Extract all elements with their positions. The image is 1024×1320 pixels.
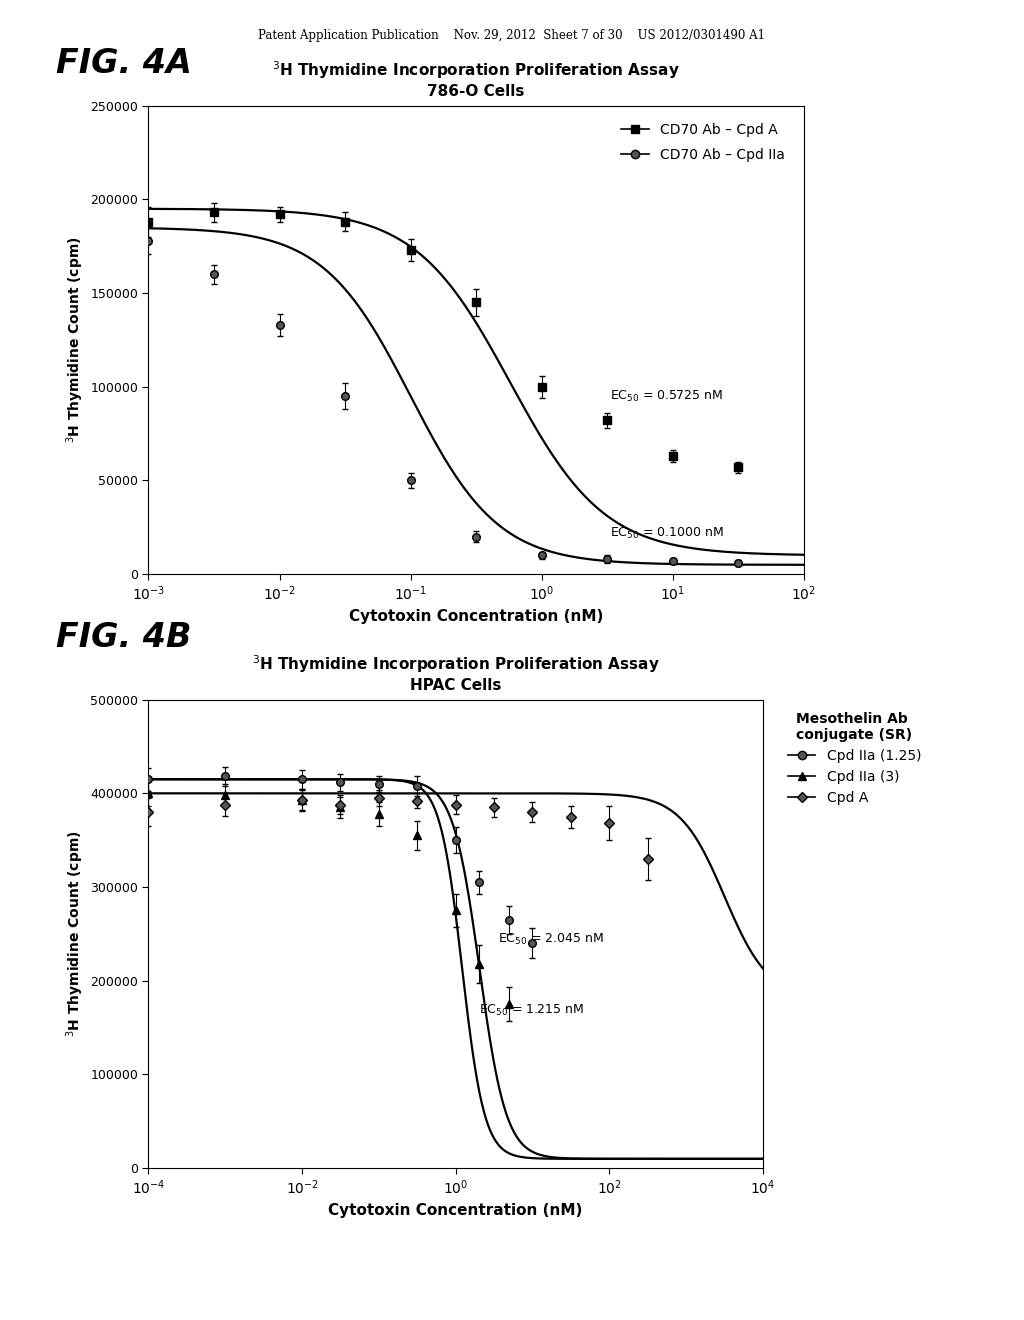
X-axis label: Cytotoxin Concentration (nM): Cytotoxin Concentration (nM): [329, 1203, 583, 1218]
Text: EC$_{50}$ = 0.5725 nM: EC$_{50}$ = 0.5725 nM: [610, 389, 723, 404]
Title: $^{3}$H Thymidine Incorporation Proliferation Assay
786-O Cells: $^{3}$H Thymidine Incorporation Prolifer…: [272, 59, 680, 99]
Text: Patent Application Publication    Nov. 29, 2012  Sheet 7 of 30    US 2012/030149: Patent Application Publication Nov. 29, …: [258, 29, 766, 42]
X-axis label: Cytotoxin Concentration (nM): Cytotoxin Concentration (nM): [349, 609, 603, 624]
Title: $^{3}$H Thymidine Incorporation Proliferation Assay
HPAC Cells: $^{3}$H Thymidine Incorporation Prolifer…: [252, 653, 659, 693]
Y-axis label: $^{3}$H Thymidine Count (cpm): $^{3}$H Thymidine Count (cpm): [65, 830, 86, 1038]
Y-axis label: $^{3}$H Thymidine Count (cpm): $^{3}$H Thymidine Count (cpm): [65, 236, 86, 444]
Text: EC$_{50}$ = 1.215 nM: EC$_{50}$ = 1.215 nM: [478, 1003, 584, 1018]
Text: FIG. 4B: FIG. 4B: [56, 620, 191, 653]
Text: FIG. 4A: FIG. 4A: [56, 46, 193, 79]
Text: EC$_{50}$ = 2.045 nM: EC$_{50}$ = 2.045 nM: [498, 932, 604, 948]
Text: EC$_{50}$ = 0.1000 nM: EC$_{50}$ = 0.1000 nM: [610, 525, 724, 541]
Legend: CD70 Ab – Cpd A, CD70 Ab – Cpd IIa: CD70 Ab – Cpd A, CD70 Ab – Cpd IIa: [615, 117, 791, 168]
Legend: Cpd IIa (1.25), Cpd IIa (3), Cpd A: Cpd IIa (1.25), Cpd IIa (3), Cpd A: [782, 706, 927, 810]
